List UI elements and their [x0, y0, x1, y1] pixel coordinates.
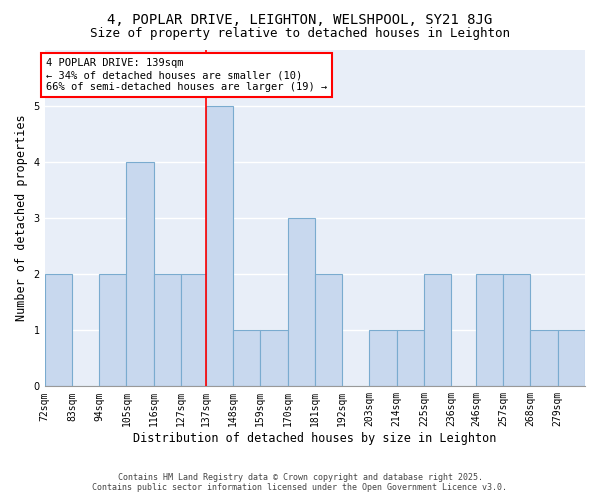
Text: Contains HM Land Registry data © Crown copyright and database right 2025.
Contai: Contains HM Land Registry data © Crown c… [92, 472, 508, 492]
Bar [503, 274, 530, 386]
Bar [44, 274, 72, 386]
Bar [558, 330, 585, 386]
Text: 4 POPLAR DRIVE: 139sqm
← 34% of detached houses are smaller (10)
66% of semi-det: 4 POPLAR DRIVE: 139sqm ← 34% of detached… [46, 58, 327, 92]
Bar [424, 274, 451, 386]
X-axis label: Distribution of detached houses by size in Leighton: Distribution of detached houses by size … [133, 432, 497, 445]
Bar [154, 274, 181, 386]
Bar [315, 274, 342, 386]
Bar [127, 162, 154, 386]
Bar [287, 218, 315, 386]
Bar [530, 330, 558, 386]
Bar [206, 106, 233, 386]
Text: 4, POPLAR DRIVE, LEIGHTON, WELSHPOOL, SY21 8JG: 4, POPLAR DRIVE, LEIGHTON, WELSHPOOL, SY… [107, 12, 493, 26]
Bar [476, 274, 503, 386]
Bar [181, 274, 206, 386]
Bar [99, 274, 127, 386]
Y-axis label: Number of detached properties: Number of detached properties [15, 115, 28, 322]
Bar [370, 330, 397, 386]
Text: Size of property relative to detached houses in Leighton: Size of property relative to detached ho… [90, 28, 510, 40]
Bar [233, 330, 260, 386]
Bar [397, 330, 424, 386]
Bar [260, 330, 287, 386]
